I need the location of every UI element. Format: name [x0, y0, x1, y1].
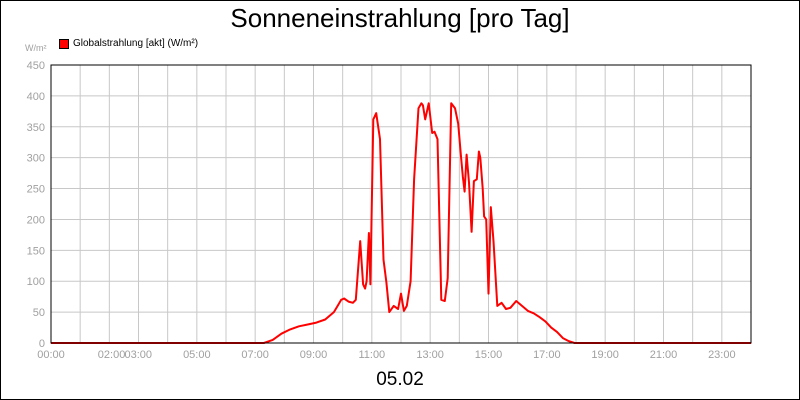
y-tick-label: 300	[27, 153, 45, 165]
legend-label: Globalstrahlung [akt] (W/m²)	[73, 38, 199, 49]
y-tick-label: 250	[27, 184, 45, 196]
x-tick-label: 02:00	[98, 349, 126, 361]
x-tick-label: 05:00	[183, 349, 211, 361]
x-tick-label: 21:00	[650, 349, 678, 361]
x-tick-label: 11:00	[358, 349, 385, 361]
y-tick-label: 0	[39, 338, 45, 350]
y-tick-label: 400	[27, 91, 45, 103]
y-tick-label: 100	[27, 276, 45, 288]
x-tick-label: 17:00	[533, 349, 561, 361]
x-tick-label: 03:00	[125, 349, 153, 361]
legend-swatch	[59, 38, 69, 49]
x-tick-label: 00:00	[37, 349, 65, 361]
chart-title: Sonneneinstrahlung [pro Tag]	[230, 3, 570, 33]
series-line-globalstrahlung	[51, 102, 751, 344]
y-tick-label: 50	[33, 307, 45, 319]
y-tick-label: 350	[27, 122, 45, 134]
series-layer	[51, 102, 751, 344]
axis-layer: 0 50 100 150 200 250 300 350 400 450 00:00 02:00 03:…	[27, 60, 736, 361]
x-tick-label: 09:00	[300, 349, 328, 361]
x-tick-label: 13:00	[416, 349, 444, 361]
y-axis-unit-label: W/m²	[25, 43, 47, 53]
grid-layer	[51, 65, 751, 343]
y-tick-label: 450	[27, 60, 45, 72]
x-tick-label: 19:00	[591, 349, 619, 361]
legend: Globalstrahlung [akt] (W/m²)	[59, 38, 198, 49]
y-tick-label: 150	[27, 245, 45, 257]
y-tick-label: 200	[27, 214, 45, 226]
x-tick-label: 07:00	[241, 349, 269, 361]
x-tick-label: 15:00	[475, 349, 503, 361]
x-axis-date-label: 05.02	[376, 369, 424, 390]
plot-area-border	[50, 64, 752, 344]
x-tick-label: 23:00	[708, 349, 736, 361]
